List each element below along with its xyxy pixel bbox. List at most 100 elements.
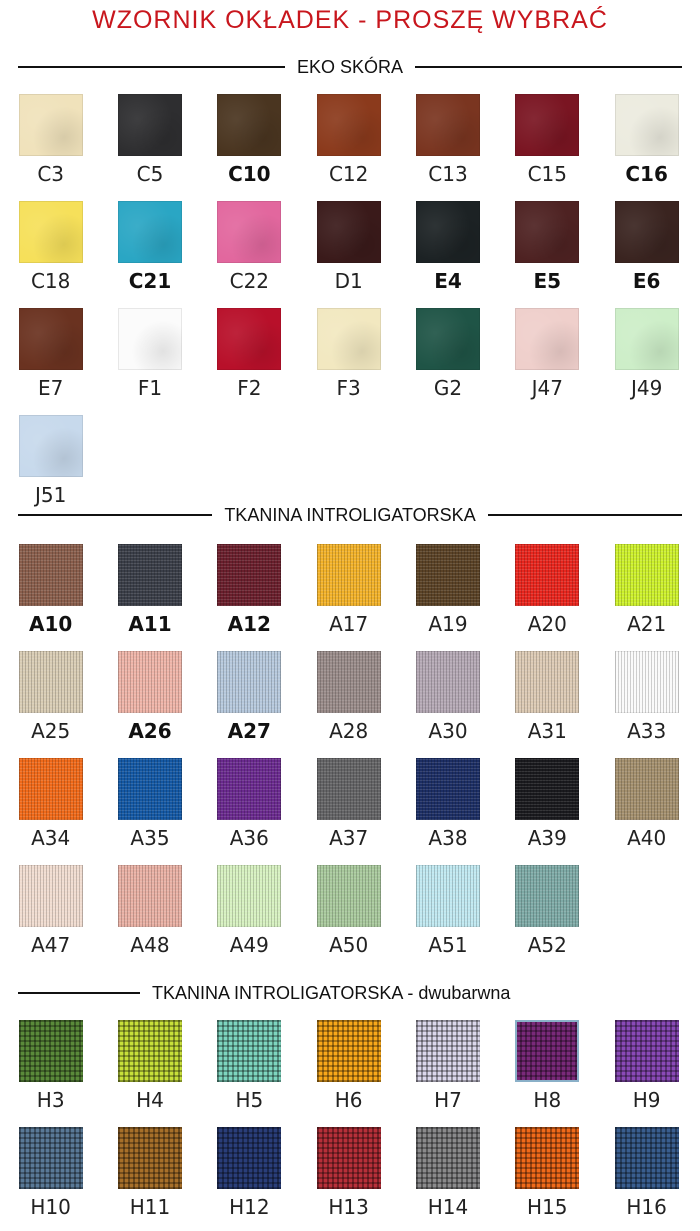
- swatch-a17[interactable]: A17: [299, 544, 398, 651]
- swatch-h9[interactable]: H9: [597, 1020, 696, 1127]
- swatch-color[interactable]: [614, 1020, 679, 1082]
- swatch-color[interactable]: [217, 1020, 282, 1082]
- swatch-color[interactable]: [117, 865, 182, 927]
- swatch-color[interactable]: [415, 544, 480, 606]
- swatch-g2[interactable]: G2: [398, 308, 497, 415]
- swatch-color[interactable]: [217, 94, 282, 156]
- swatch-h15[interactable]: H15: [498, 1127, 597, 1231]
- swatch-a40[interactable]: A40: [597, 758, 696, 865]
- swatch-c12[interactable]: C12: [299, 94, 398, 201]
- swatch-color[interactable]: [316, 651, 381, 713]
- swatch-color[interactable]: [18, 544, 83, 606]
- swatch-a34[interactable]: A34: [1, 758, 100, 865]
- swatch-color[interactable]: [515, 1127, 580, 1189]
- swatch-color[interactable]: [117, 544, 182, 606]
- swatch-a12[interactable]: A12: [200, 544, 299, 651]
- swatch-j49[interactable]: J49: [597, 308, 696, 415]
- swatch-color[interactable]: [515, 544, 580, 606]
- swatch-color[interactable]: [515, 865, 580, 927]
- swatch-h7[interactable]: H7: [398, 1020, 497, 1127]
- swatch-color[interactable]: [415, 308, 480, 370]
- swatch-a36[interactable]: A36: [200, 758, 299, 865]
- swatch-h16[interactable]: H16: [597, 1127, 696, 1231]
- swatch-e6[interactable]: E6: [597, 201, 696, 308]
- swatch-color[interactable]: [515, 1020, 580, 1082]
- swatch-d1[interactable]: D1: [299, 201, 398, 308]
- swatch-a28[interactable]: A28: [299, 651, 398, 758]
- swatch-color[interactable]: [515, 308, 580, 370]
- swatch-a35[interactable]: A35: [100, 758, 199, 865]
- swatch-e7[interactable]: E7: [1, 308, 100, 415]
- swatch-color[interactable]: [217, 865, 282, 927]
- swatch-color[interactable]: [316, 201, 381, 263]
- swatch-color[interactable]: [316, 758, 381, 820]
- swatch-c13[interactable]: C13: [398, 94, 497, 201]
- swatch-j47[interactable]: J47: [498, 308, 597, 415]
- swatch-color[interactable]: [415, 1020, 480, 1082]
- swatch-color[interactable]: [316, 1020, 381, 1082]
- swatch-color[interactable]: [117, 1127, 182, 1189]
- swatch-a27[interactable]: A27: [200, 651, 299, 758]
- swatch-a30[interactable]: A30: [398, 651, 497, 758]
- swatch-h13[interactable]: H13: [299, 1127, 398, 1231]
- swatch-color[interactable]: [217, 1127, 282, 1189]
- swatch-c18[interactable]: C18: [1, 201, 100, 308]
- swatch-color[interactable]: [18, 415, 83, 477]
- swatch-color[interactable]: [614, 201, 679, 263]
- swatch-color[interactable]: [217, 758, 282, 820]
- swatch-a19[interactable]: A19: [398, 544, 497, 651]
- swatch-color[interactable]: [217, 544, 282, 606]
- swatch-a52[interactable]: A52: [498, 865, 597, 972]
- swatch-color[interactable]: [415, 201, 480, 263]
- swatch-color[interactable]: [18, 201, 83, 263]
- swatch-a48[interactable]: A48: [100, 865, 199, 972]
- swatch-a20[interactable]: A20: [498, 544, 597, 651]
- swatch-j51[interactable]: J51: [1, 415, 100, 522]
- swatch-color[interactable]: [316, 308, 381, 370]
- swatch-color[interactable]: [18, 865, 83, 927]
- swatch-a50[interactable]: A50: [299, 865, 398, 972]
- swatch-color[interactable]: [316, 865, 381, 927]
- swatch-a21[interactable]: A21: [597, 544, 696, 651]
- swatch-a39[interactable]: A39: [498, 758, 597, 865]
- swatch-color[interactable]: [614, 1127, 679, 1189]
- swatch-color[interactable]: [515, 94, 580, 156]
- swatch-a25[interactable]: A25: [1, 651, 100, 758]
- swatch-a37[interactable]: A37: [299, 758, 398, 865]
- swatch-c15[interactable]: C15: [498, 94, 597, 201]
- swatch-color[interactable]: [18, 1020, 83, 1082]
- swatch-color[interactable]: [316, 94, 381, 156]
- swatch-h14[interactable]: H14: [398, 1127, 497, 1231]
- swatch-h5[interactable]: H5: [200, 1020, 299, 1127]
- swatch-color[interactable]: [415, 1127, 480, 1189]
- swatch-a47[interactable]: A47: [1, 865, 100, 972]
- swatch-color[interactable]: [415, 651, 480, 713]
- swatch-a49[interactable]: A49: [200, 865, 299, 972]
- swatch-color[interactable]: [515, 201, 580, 263]
- swatch-color[interactable]: [117, 758, 182, 820]
- swatch-a33[interactable]: A33: [597, 651, 696, 758]
- swatch-color[interactable]: [614, 651, 679, 713]
- swatch-color[interactable]: [117, 651, 182, 713]
- swatch-color[interactable]: [217, 201, 282, 263]
- swatch-c3[interactable]: C3: [1, 94, 100, 201]
- swatch-color[interactable]: [117, 1020, 182, 1082]
- swatch-color[interactable]: [415, 94, 480, 156]
- swatch-color[interactable]: [117, 201, 182, 263]
- swatch-color[interactable]: [18, 651, 83, 713]
- swatch-color[interactable]: [614, 94, 679, 156]
- swatch-color[interactable]: [217, 651, 282, 713]
- swatch-c21[interactable]: C21: [100, 201, 199, 308]
- swatch-h6[interactable]: H6: [299, 1020, 398, 1127]
- swatch-color[interactable]: [117, 94, 182, 156]
- swatch-color[interactable]: [18, 94, 83, 156]
- swatch-c16[interactable]: C16: [597, 94, 696, 201]
- swatch-h11[interactable]: H11: [100, 1127, 199, 1231]
- swatch-c22[interactable]: C22: [200, 201, 299, 308]
- swatch-color[interactable]: [18, 758, 83, 820]
- swatch-a31[interactable]: A31: [498, 651, 597, 758]
- swatch-a11[interactable]: A11: [100, 544, 199, 651]
- swatch-f2[interactable]: F2: [200, 308, 299, 415]
- swatch-c10[interactable]: C10: [200, 94, 299, 201]
- swatch-e5[interactable]: E5: [498, 201, 597, 308]
